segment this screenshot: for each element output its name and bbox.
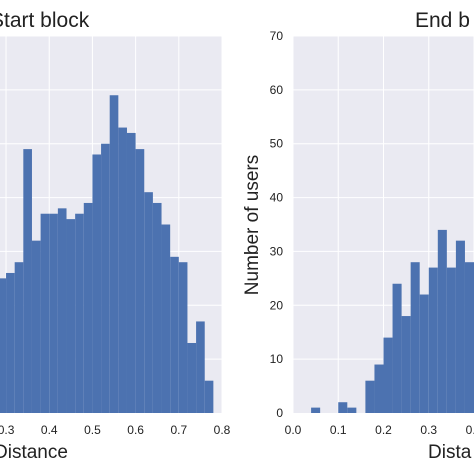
histogram-bar <box>455 240 465 413</box>
histogram-bar <box>144 192 153 413</box>
y-tick-label: 70 <box>270 29 284 43</box>
x-tick-label: 0.3 <box>0 423 15 437</box>
histogram-bar <box>419 294 429 413</box>
histogram-bar <box>57 208 67 413</box>
histogram-bar <box>75 213 84 413</box>
end-block-y-axis-label: Number of users <box>242 155 263 295</box>
start-block-x-ticks: 0.3 0.4 0.5 0.6 0.7 0.8 <box>0 423 231 437</box>
histogram-bar <box>31 240 41 413</box>
y-tick-label: 60 <box>270 83 284 97</box>
histogram-bar <box>428 267 438 413</box>
start-block-x-axis-label: Distance <box>0 442 68 463</box>
histogram-bar <box>338 402 348 413</box>
histogram-bar <box>347 407 357 413</box>
x-tick-label: 0.0 <box>285 423 302 437</box>
start-block-bars <box>0 95 214 414</box>
x-tick-label: 0.7 <box>170 423 187 437</box>
x-tick-label: 0.8 <box>214 423 231 437</box>
histogram-bar <box>40 213 50 413</box>
histogram-bar <box>178 262 188 413</box>
histogram-bar <box>109 95 119 413</box>
end-block-title: End b <box>415 9 470 32</box>
x-tick-label: 0.5 <box>84 423 101 437</box>
end-block-panel: 0.0 0.1 0.2 0.3 0.4 0 10 20 30 40 50 60 70 End b Di… <box>242 9 474 463</box>
histogram-bar <box>14 262 24 413</box>
end-block-x-axis-label: Dista <box>428 442 472 463</box>
x-tick-label: 0.2 <box>375 423 392 437</box>
histogram-bar <box>311 407 321 413</box>
start-block-panel: 0.3 0.4 0.5 0.6 0.7 0.8 Start block Distance <box>0 9 231 463</box>
histogram-bar <box>161 224 171 413</box>
histogram-bar <box>23 149 32 413</box>
histogram-bar <box>101 143 110 413</box>
start-block-title: Start block <box>0 9 90 32</box>
histogram-bar <box>118 127 127 414</box>
histogram-bar <box>170 256 179 413</box>
end-block-y-ticks: 0 10 20 30 40 50 60 70 <box>270 29 284 420</box>
histogram-bar <box>464 262 474 413</box>
end-block-bars <box>311 229 474 413</box>
histogram-bar <box>410 262 420 413</box>
histogram-bar <box>437 229 447 413</box>
y-tick-label: 0 <box>276 406 283 420</box>
x-tick-label: 0.4 <box>41 423 58 437</box>
histogram-bar <box>365 380 375 413</box>
histogram-bar <box>49 213 58 413</box>
histogram-bar <box>374 364 384 413</box>
y-tick-label: 50 <box>270 137 284 151</box>
histogram-bar <box>446 267 456 413</box>
histogram-bar <box>383 337 393 413</box>
x-tick-label: 0.1 <box>330 423 347 437</box>
histogram-bar <box>0 278 7 413</box>
histogram-bar <box>196 321 205 413</box>
x-tick-label: 0.6 <box>127 423 144 437</box>
histogram-bar <box>66 219 76 413</box>
histogram-bar <box>126 132 136 413</box>
y-tick-label: 30 <box>270 244 284 258</box>
histogram-bar <box>135 149 145 413</box>
histogram-bar <box>401 316 411 413</box>
x-tick-label: 0.3 <box>420 423 437 437</box>
y-tick-label: 10 <box>270 352 284 366</box>
histogram-bar <box>392 283 402 413</box>
histogram-bar <box>204 380 214 413</box>
histogram-bar <box>6 272 15 413</box>
histogram-bar <box>187 342 197 413</box>
x-tick-label: 0.4 <box>466 423 474 437</box>
histogram-bar <box>152 202 162 413</box>
histogram-bar <box>92 154 102 413</box>
y-tick-label: 40 <box>270 191 284 205</box>
histogram-bar <box>83 202 93 413</box>
y-tick-label: 20 <box>270 298 284 312</box>
end-block-x-ticks: 0.0 0.1 0.2 0.3 0.4 <box>285 423 474 437</box>
